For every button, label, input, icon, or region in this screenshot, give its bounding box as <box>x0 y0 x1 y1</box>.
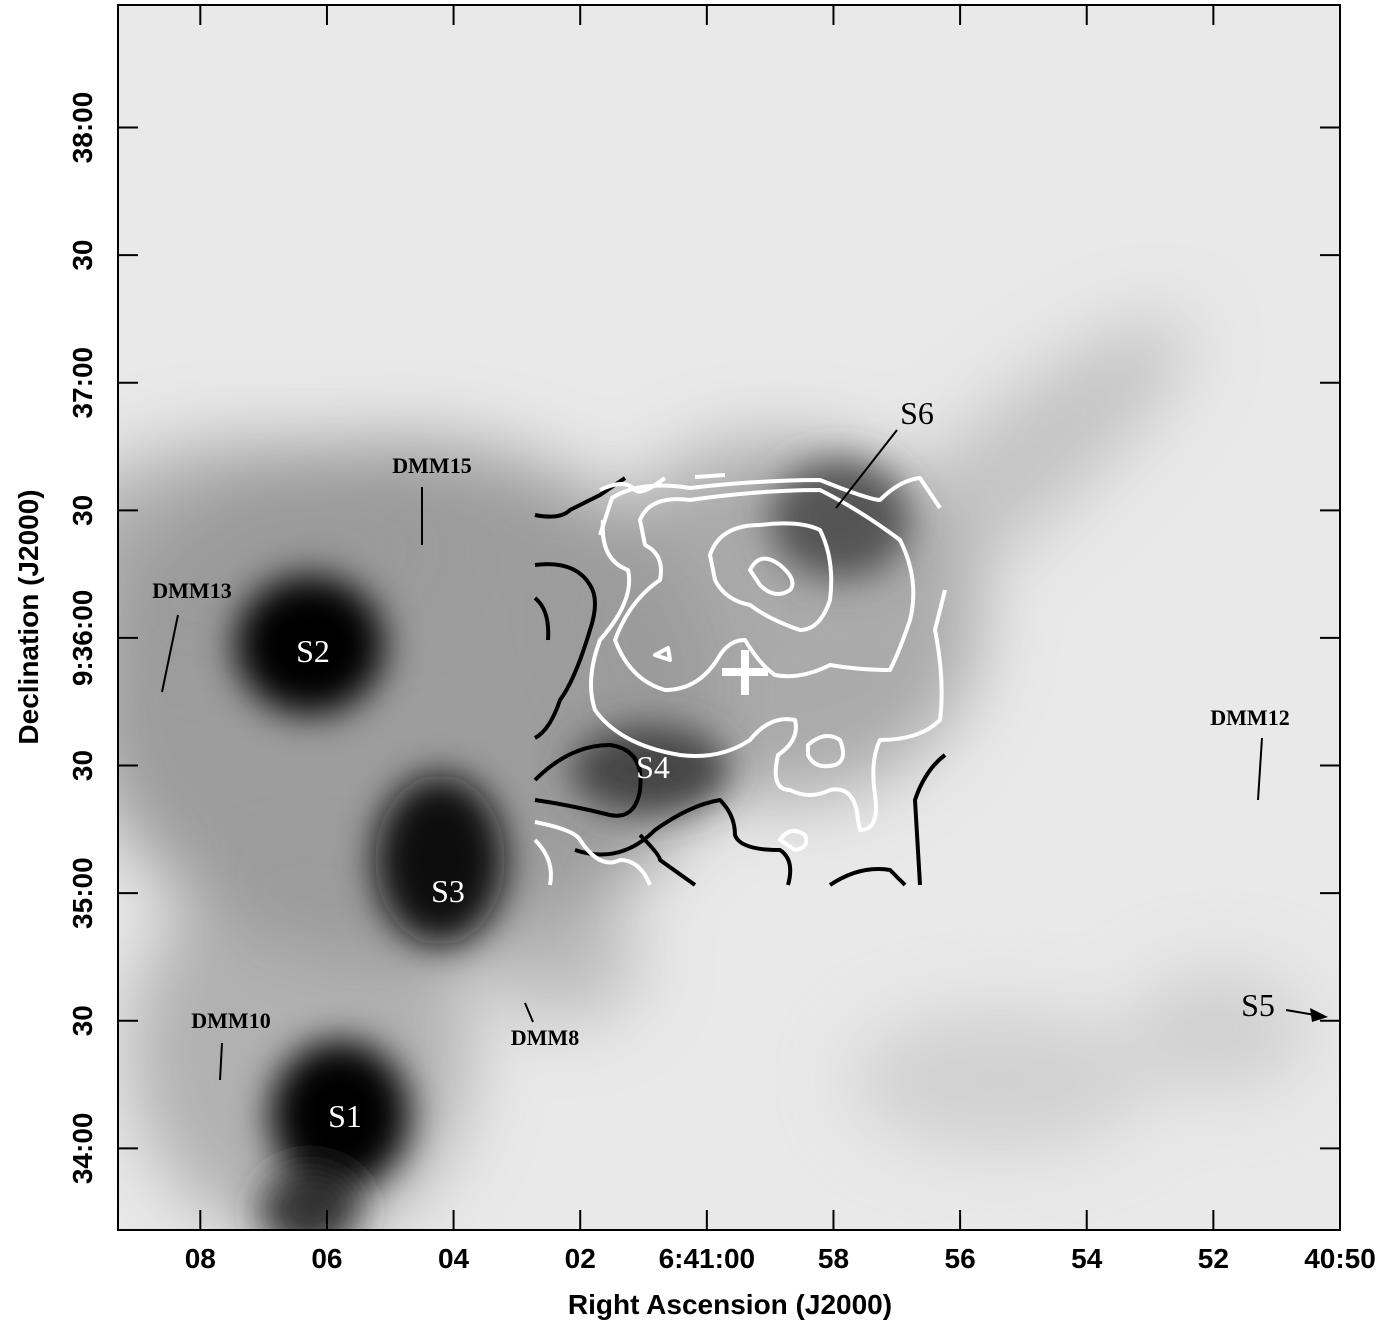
x-tick-label: 40:50 <box>1304 1243 1376 1274</box>
x-axis-title: Right Ascension (J2000) <box>568 1289 892 1320</box>
y-tick-label: 30 <box>67 1005 98 1036</box>
y-tick-label: 30 <box>67 750 98 781</box>
core-label: DMM12 <box>1210 705 1289 730</box>
x-tick-label: 04 <box>438 1243 470 1274</box>
y-tick-label: 30 <box>67 495 98 526</box>
core-label: DMM10 <box>191 1008 270 1033</box>
y-tick-label: 30 <box>67 240 98 271</box>
core-label: DMM13 <box>152 578 231 603</box>
y-tick-label: 38:00 <box>67 92 98 164</box>
source-label: S3 <box>431 873 465 909</box>
image <box>50 5 1340 1250</box>
source-label: S2 <box>296 633 330 669</box>
x-tick-label: 54 <box>1071 1243 1103 1274</box>
x-tick-label: 06 <box>311 1243 342 1274</box>
x-tick-label: 56 <box>945 1243 976 1274</box>
source-label: S4 <box>636 749 670 785</box>
x-tick-label: 58 <box>818 1243 849 1274</box>
y-tick-label: 37:00 <box>67 347 98 419</box>
x-tick-label: 02 <box>565 1243 596 1274</box>
x-tick-label: 08 <box>185 1243 216 1274</box>
source-label: S1 <box>328 1098 362 1134</box>
figure: S1 S2 S3 S4 S5 S6 DMM8 DMM10 DMM12 DMM13… <box>0 0 1383 1325</box>
y-axis-title: Declination (J2000) <box>13 489 44 744</box>
y-tick-label: 34:00 <box>67 1113 98 1185</box>
x-tick-label: 52 <box>1198 1243 1229 1274</box>
core-label: DMM15 <box>392 453 471 478</box>
core-label: DMM8 <box>511 1025 579 1050</box>
source-label: S6 <box>900 395 934 431</box>
y-tick-label: 9:36:00 <box>67 590 98 687</box>
source-label: S5 <box>1241 987 1275 1023</box>
x-tick-label: 6:41:00 <box>659 1243 756 1274</box>
y-tick-label: 35:00 <box>67 857 98 929</box>
